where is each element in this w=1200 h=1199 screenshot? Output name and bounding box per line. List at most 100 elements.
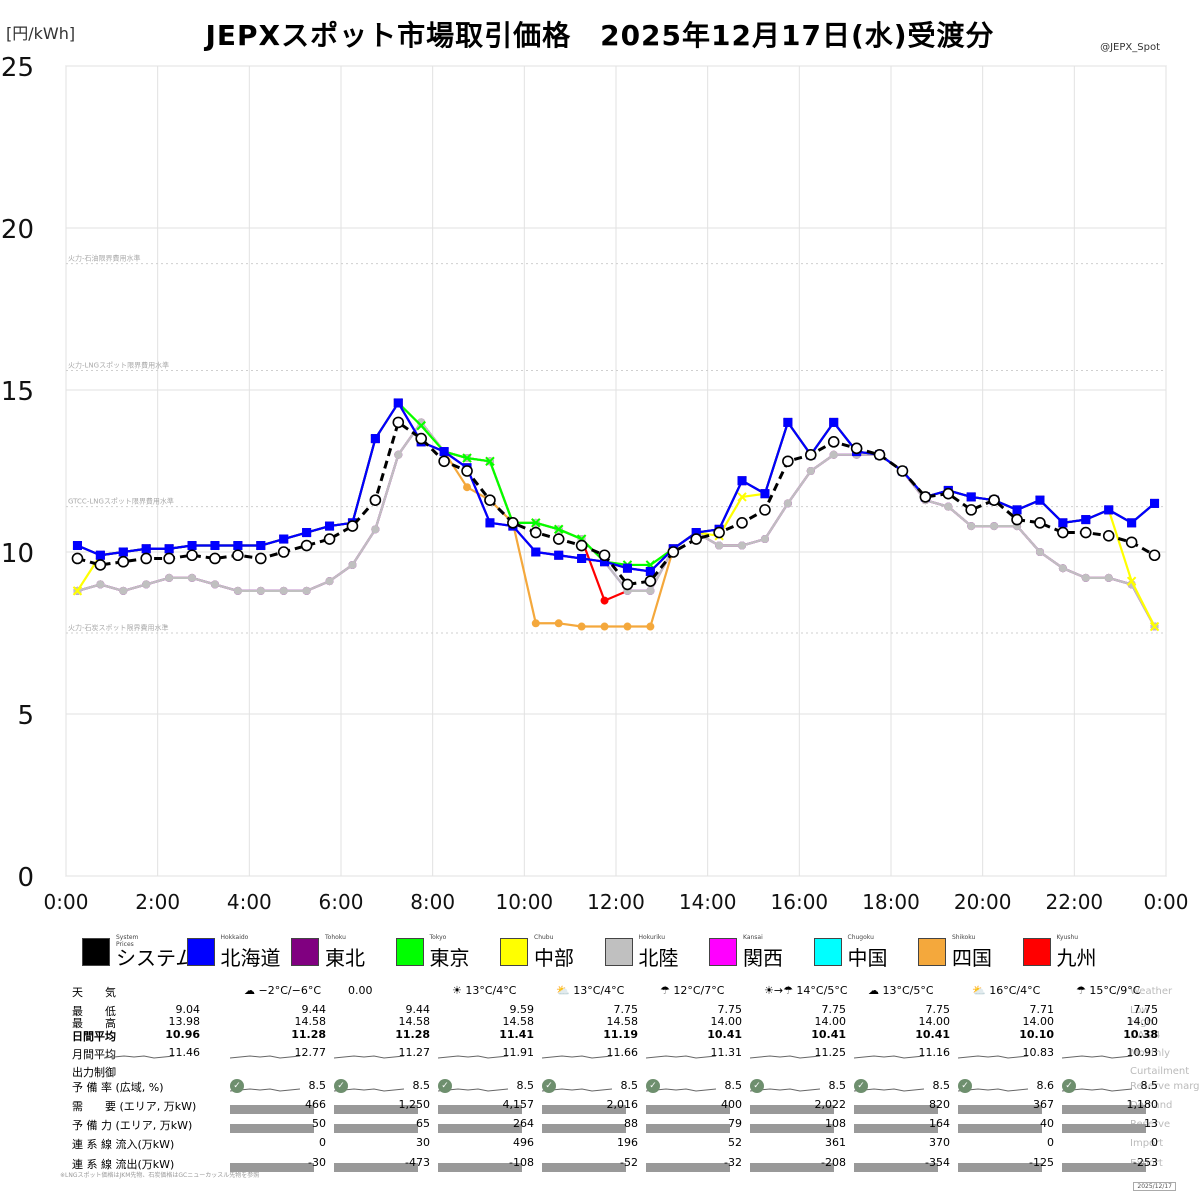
legend-swatch <box>813 938 842 966</box>
table-value: 10.41 <box>915 1028 950 1041</box>
data-point <box>254 552 267 565</box>
table-cell: 10.93 <box>1062 1046 1158 1063</box>
table-cell: 164 <box>854 1117 950 1134</box>
data-point <box>71 552 84 565</box>
sparkline <box>334 1055 404 1059</box>
data-point <box>1127 518 1137 528</box>
table-cell: 7.75 <box>542 1003 639 1020</box>
data-point <box>348 560 357 569</box>
mini-area-chart <box>334 1124 418 1133</box>
table-value: 13 <box>1144 1117 1158 1130</box>
legend-label: 東北 <box>325 946 365 970</box>
check-icon: ✓ <box>542 1079 556 1093</box>
legend-swatch <box>82 938 110 966</box>
data-point <box>645 566 655 576</box>
sparkline <box>958 1055 1028 1059</box>
data-point <box>554 619 563 628</box>
data-point <box>302 586 311 595</box>
legend-label: 関西 <box>743 946 783 970</box>
table-cell: 14.00 <box>958 1015 1055 1032</box>
weather-value: ☂ 15°C/9°C <box>1076 984 1141 997</box>
data-point <box>142 580 151 589</box>
data-point <box>392 416 405 429</box>
data-point <box>1011 513 1023 526</box>
data-point <box>1149 621 1160 632</box>
table-cell: -52 <box>542 1156 638 1173</box>
table-value: 9.04 <box>175 1003 201 1016</box>
table-cell: 0 <box>1062 1136 1158 1153</box>
legend-label: 九州 <box>1056 946 1097 970</box>
table-row: 需 要 (エリア, 万kW) Demand 466 1,250 4,157 2,016 40… <box>0 1096 1200 1115</box>
table-cell: 11.66 <box>542 1046 638 1063</box>
data-point <box>577 622 586 631</box>
check-icon: ✓ <box>438 1079 452 1093</box>
data-point <box>760 535 769 544</box>
data-point <box>256 586 265 595</box>
table-cell: 496 <box>438 1136 534 1153</box>
weather-value: ☁ −2°C/−6°C <box>244 984 321 997</box>
table-cell: 11.31 <box>646 1046 742 1063</box>
data-point <box>165 573 174 582</box>
table-cell: 10.41 <box>646 1028 742 1045</box>
mini-area-chart <box>646 1124 730 1133</box>
legend-label: 東京 <box>429 946 470 970</box>
row-label-en: Low <box>1130 1005 1150 1016</box>
table-cell: ✓ 8.5 <box>646 1079 742 1096</box>
table-value: 11.16 <box>918 1046 951 1059</box>
data-point <box>1125 536 1138 549</box>
y-tick-label: 15 <box>1 377 34 407</box>
table-cell: 13.98 <box>104 1015 201 1032</box>
sparkline <box>104 1055 174 1059</box>
table-cell: -208 <box>750 1156 846 1173</box>
sparkline <box>438 1055 508 1059</box>
y-tick-label: 20 <box>1 215 34 245</box>
table-value: 0 <box>1151 1136 1158 1149</box>
data-point <box>232 549 244 562</box>
legend-label: 北海道 <box>220 946 281 970</box>
table-cell: 79 <box>646 1117 742 1134</box>
data-point <box>1058 518 1068 528</box>
legend-en-label: Tokyo <box>429 934 447 941</box>
reference-line-label: 火力-石炭スポット限界費用水準 <box>68 623 169 632</box>
mini-area-chart <box>958 1105 1042 1114</box>
table-cell: 2,022 <box>750 1098 846 1115</box>
data-point <box>507 517 519 529</box>
table-cell: 50 <box>230 1117 326 1134</box>
table-value: 52 <box>728 1136 742 1149</box>
data-point <box>783 417 793 427</box>
table-cell: 0 <box>230 1136 326 1153</box>
data-point <box>140 552 153 565</box>
data-point <box>1035 548 1044 556</box>
table-cell: ✓ 8.5 <box>854 1079 950 1096</box>
row-label: 最 低 <box>72 1005 116 1018</box>
data-point <box>690 533 703 545</box>
data-point <box>829 450 838 459</box>
data-point <box>485 456 495 466</box>
legend-swatch <box>709 938 737 966</box>
table-cell: 88 <box>542 1117 638 1134</box>
data-point <box>646 586 655 595</box>
footnote: ※LNGスポット価格はJKM先物、石炭価格はGCニューカッスル先物を参照 <box>60 1172 260 1179</box>
table-cell: ☀→☂ 14°C/5°C <box>750 984 848 1001</box>
data-point <box>415 432 428 445</box>
legend: System Prices システム Hokkaido 北海道 Tohoku 東北 Toky… <box>82 934 1182 970</box>
table-cell: 820 <box>854 1098 950 1115</box>
table-row: 最 低 Low 9.04 9.44 9.44 9.59 7.75 7.75 7.75 7.75 7.… <box>0 1001 1200 1020</box>
table-cell: -253 <box>1062 1156 1158 1173</box>
row-label: 日間平均 <box>72 1030 116 1043</box>
check-icon: ✓ <box>958 1079 972 1093</box>
legend-label: 中部 <box>534 946 574 970</box>
x-tick-label: 0:00 <box>1144 890 1189 914</box>
table-cell: 1,250 <box>334 1098 430 1115</box>
data-point <box>163 552 175 565</box>
legend-swatch <box>500 938 528 966</box>
table-cell: ✓ 8.6 <box>958 1079 1054 1096</box>
data-point <box>325 577 334 586</box>
row-label-en: Reserve margin <box>1130 1081 1200 1092</box>
data-point <box>300 539 313 552</box>
table-cell: 264 <box>438 1117 534 1134</box>
table-value: 11.28 <box>291 1028 326 1041</box>
data-point <box>990 522 999 531</box>
table-cell: ☀ 13°C/4°C <box>438 984 534 1001</box>
reference-line-label: 火力-LNGスポット限界費用水準 <box>68 361 169 370</box>
